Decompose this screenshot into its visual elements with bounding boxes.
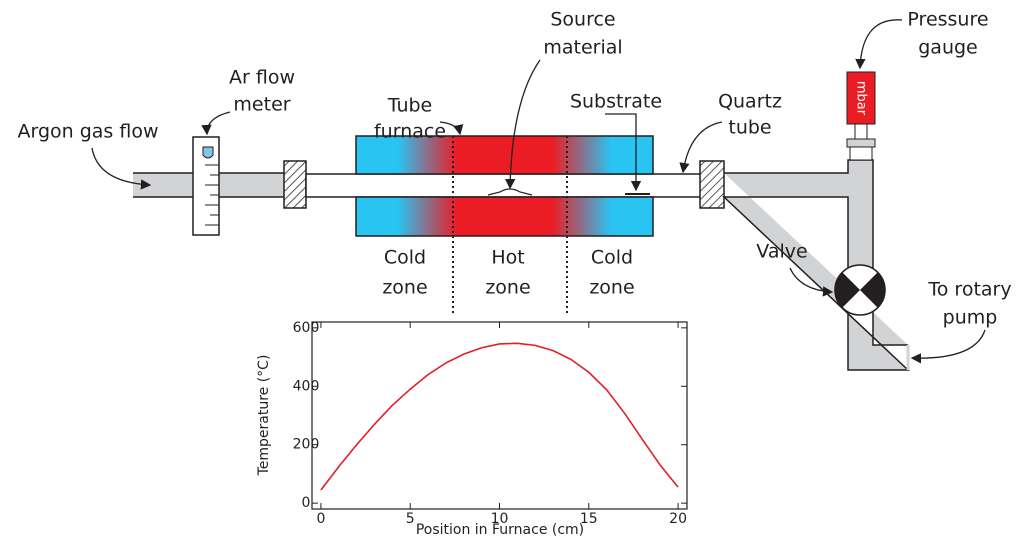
zone-label: zone [382,277,427,299]
apparatus: mbar [133,71,910,371]
x-tick-label: 15 [580,511,598,527]
zone-label: zone [589,277,634,299]
arrow [505,59,541,190]
arrow [789,267,834,297]
gauge-unit: mbar [854,81,869,116]
labels: Argon gas flow Ar flow meter Tube furnac… [17,9,1011,329]
label: Source [550,9,615,31]
temperature-chart: Position in Furnace (cm) Temperature (°C… [256,320,688,538]
x-tick-label: 5 [406,511,415,527]
arrows [91,19,986,364]
y-axis-label: Temperature (°C) [256,355,272,477]
valve-core [834,272,886,308]
flange [699,160,725,209]
label: furnace [374,121,446,143]
arrow [439,121,464,136]
arrow [201,111,231,136]
gauge-nut [846,138,876,148]
label: Tube [387,95,433,117]
gauge-stem [849,146,873,161]
arrow [679,121,723,174]
arrow [605,113,642,192]
y-tick-label: 400 [293,378,320,394]
zone-label: zone [485,277,530,299]
zone-label: Cold [384,247,426,269]
plot-frame [311,321,688,510]
outlet-pipe [722,159,910,371]
x-tick-label: 10 [491,511,509,527]
flow-meter-scale [205,164,219,226]
arrow [855,19,903,70]
temperature-line [320,342,679,491]
x-tick-label: 0 [316,511,325,527]
label: Pressure [907,9,988,31]
x-tick-label: 20 [669,511,687,527]
zone-label: Hot [491,247,524,269]
y-tick-label: 600 [293,320,320,336]
zone-label: Cold [591,247,633,269]
label: tube [728,117,771,139]
label: Argon gas flow [17,121,158,143]
arrow [91,147,152,190]
label: Ar flow [229,67,295,89]
furnace-bottom [355,196,654,237]
label: meter [233,94,290,116]
label: Valve [756,241,807,263]
pressure-gauge [846,71,876,125]
y-tick-label: 200 [293,437,320,453]
gauge-stem [854,123,868,140]
label: Substrate [570,91,662,113]
label: material [543,37,622,59]
label: gauge [918,37,978,59]
furnace-top [355,135,654,175]
label: To rotary [927,279,1011,301]
arrow [910,329,986,364]
label: pump [943,307,998,329]
x-axis-label: Position in Furnace (cm) [416,522,584,538]
y-tick-label: 0 [302,495,311,511]
flange [283,160,307,209]
flow-meter-float [202,146,214,159]
label: Quartz [718,91,782,113]
